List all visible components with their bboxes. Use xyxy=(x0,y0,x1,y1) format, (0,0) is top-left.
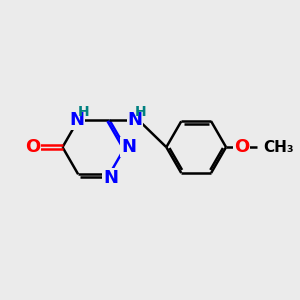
Text: H: H xyxy=(134,105,146,119)
Text: N: N xyxy=(103,169,118,187)
Text: N: N xyxy=(128,111,142,129)
Text: O: O xyxy=(234,138,249,156)
Text: CH₃: CH₃ xyxy=(263,140,293,155)
Text: N: N xyxy=(69,111,84,129)
Text: O: O xyxy=(25,138,40,156)
Text: H: H xyxy=(77,105,89,119)
Text: N: N xyxy=(121,138,136,156)
